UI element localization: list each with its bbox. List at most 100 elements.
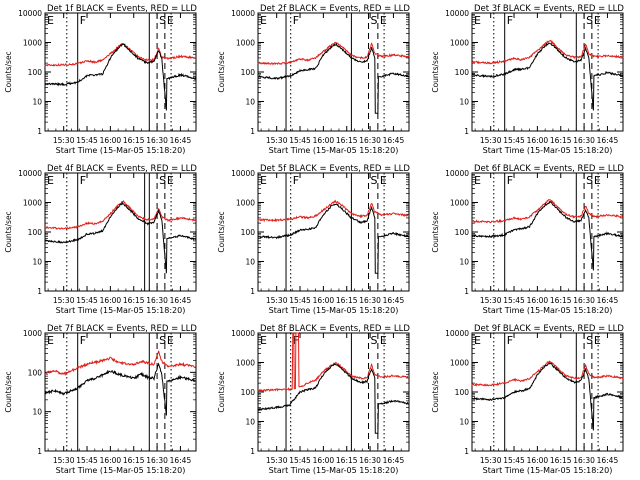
- x-tick-label: 15:45: [76, 136, 98, 145]
- x-tick-label: 16:15: [336, 456, 358, 465]
- time-marker-label: E: [167, 14, 174, 27]
- y-tick-label: 1: [37, 447, 42, 456]
- y-tick-label: 100: [28, 68, 43, 77]
- time-marker-label: E: [380, 334, 387, 347]
- y-tick-label: 10: [32, 408, 42, 417]
- x-tick-label: 15:45: [76, 296, 98, 305]
- time-marker-label: S: [371, 174, 378, 187]
- x-axis-label: Start Time (15-Mar-05 15:18:20): [56, 146, 186, 155]
- y-tick-label: 100: [455, 388, 470, 397]
- x-tick-label: 16:15: [123, 456, 145, 465]
- x-tick-label: 15:45: [76, 456, 98, 465]
- x-tick-label: 16:45: [597, 296, 619, 305]
- y-tick-label: 1000: [450, 199, 469, 208]
- x-axis-label: Start Time (15-Mar-05 15:18:20): [269, 306, 399, 315]
- time-marker-label: S: [159, 14, 166, 27]
- plot-frame: [257, 172, 410, 292]
- y-tick-label: 10: [32, 98, 42, 107]
- panel-title: Det 4f BLACK = Events, RED = LLD: [47, 164, 197, 174]
- y-tick-label: 1: [464, 127, 469, 136]
- time-marker-label: E: [594, 14, 601, 27]
- x-tick-label: 15:30: [53, 296, 75, 305]
- y-tick-label: 100: [241, 388, 256, 397]
- x-tick-label: 16:30: [146, 296, 168, 305]
- y-tick-label: 1000: [236, 39, 255, 48]
- x-tick-label: 16:30: [359, 136, 381, 145]
- time-marker-label: E: [47, 174, 54, 187]
- series-line-events: [471, 200, 624, 271]
- time-marker-label: S: [159, 334, 166, 347]
- series-line-events: [44, 43, 197, 111]
- x-tick-label: 15:45: [289, 456, 311, 465]
- x-axis-label: Start Time (15-Mar-05 15:18:20): [56, 306, 186, 315]
- x-tick-label: 16:15: [123, 136, 145, 145]
- time-marker-label: E: [594, 334, 601, 347]
- x-tick-label: 16:15: [123, 296, 145, 305]
- x-tick-label: 15:30: [266, 296, 288, 305]
- series-line-lld: [471, 198, 624, 224]
- time-marker-label: E: [594, 174, 601, 187]
- x-tick-label: 16:15: [550, 296, 572, 305]
- time-marker-label: S: [159, 174, 166, 187]
- panel-title: Det 6f BLACK = Events, RED = LLD: [474, 164, 624, 174]
- y-tick-label: 10000: [231, 169, 255, 178]
- y-axis-label: Counts/sec: [4, 371, 13, 412]
- y-tick-label: 10: [245, 98, 255, 107]
- y-tick-label: 1: [37, 287, 42, 296]
- time-marker-label: F: [507, 334, 513, 347]
- x-tick-label: 15:30: [53, 456, 75, 465]
- time-marker-label: S: [371, 334, 378, 347]
- panel-title: Det 9f BLACK = Events, RED = LLD: [474, 324, 624, 334]
- y-tick-label: 10: [459, 258, 469, 267]
- x-tick-label: 16:15: [550, 136, 572, 145]
- time-marker-label: F: [507, 174, 513, 187]
- time-marker-label: E: [167, 334, 174, 347]
- panel-title: Det 8f BLACK = Events, RED = LLD: [260, 324, 410, 334]
- panel-title: Det 5f BLACK = Events, RED = LLD: [260, 164, 410, 174]
- x-tick-label: 16:15: [336, 136, 358, 145]
- panel-1: Det 1f BLACK = Events, RED = LLD 1 10 100 10…: [4, 4, 197, 155]
- time-marker-label: S: [371, 14, 378, 27]
- x-tick-label: 16:30: [359, 296, 381, 305]
- x-tick-label: 16:45: [170, 456, 192, 465]
- x-tick-label: 16:00: [100, 456, 122, 465]
- y-tick-label: 1: [464, 287, 469, 296]
- x-tick-label: 15:45: [289, 136, 311, 145]
- time-marker-label: E: [167, 174, 174, 187]
- time-marker-label: F: [80, 14, 86, 27]
- x-tick-label: 16:45: [383, 296, 405, 305]
- y-tick-label: 10000: [231, 329, 255, 338]
- y-tick-label: 100: [455, 228, 470, 237]
- time-marker-label: E: [260, 334, 267, 347]
- time-marker-label: E: [474, 174, 481, 187]
- y-tick-label: 100: [241, 228, 256, 237]
- y-axis-label: Counts/sec: [217, 371, 226, 412]
- y-tick-label: 10000: [445, 329, 469, 338]
- x-tick-label: 15:45: [289, 296, 311, 305]
- x-tick-label: 15:45: [503, 296, 525, 305]
- time-marker-label: E: [380, 14, 387, 27]
- panel-title: Det 1f BLACK = Events, RED = LLD: [47, 4, 197, 14]
- y-tick-label: 100: [455, 68, 470, 77]
- x-tick-label: 16:00: [313, 136, 335, 145]
- y-tick-label: 10: [32, 258, 42, 267]
- y-tick-label: 1: [250, 287, 255, 296]
- y-tick-label: 1000: [23, 39, 42, 48]
- time-marker-label: F: [507, 14, 513, 27]
- x-tick-label: 15:30: [53, 136, 75, 145]
- x-tick-label: 15:30: [480, 136, 502, 145]
- x-tick-label: 16:45: [170, 296, 192, 305]
- x-tick-label: 16:15: [336, 296, 358, 305]
- panel-5: Det 5f BLACK = Events, RED = LLD 1 10 100 10…: [217, 164, 410, 315]
- x-axis-label: Start Time (15-Mar-05 15:18:20): [483, 146, 613, 155]
- x-tick-label: 15:30: [266, 456, 288, 465]
- y-tick-label: 1: [37, 127, 42, 136]
- panel-8: Det 8f BLACK = Events, RED = LLD 1 10 100 10…: [217, 324, 410, 475]
- y-tick-label: 1000: [236, 359, 255, 368]
- series-line-lld: [44, 200, 197, 230]
- series-line-lld: [257, 199, 410, 223]
- y-tick-label: 10000: [231, 9, 255, 18]
- x-axis-label: Start Time (15-Mar-05 15:18:20): [483, 466, 613, 475]
- x-tick-label: 16:45: [170, 136, 192, 145]
